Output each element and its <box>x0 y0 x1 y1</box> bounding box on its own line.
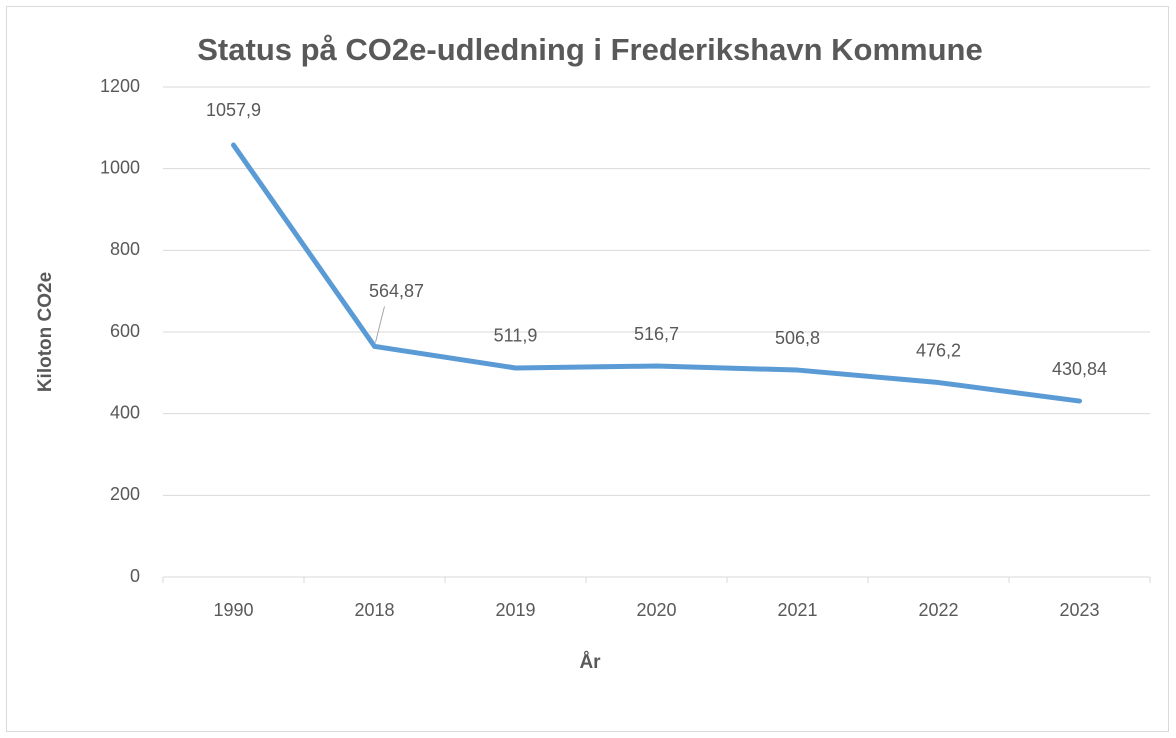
x-tick-label: 2021 <box>777 600 817 620</box>
y-tick-label: 1200 <box>100 76 140 96</box>
y-tick-label: 800 <box>110 239 140 259</box>
data-label: 476,2 <box>916 340 961 360</box>
x-tick-label: 2023 <box>1059 600 1099 620</box>
x-axis-title: År <box>579 652 601 673</box>
data-label: 564,87 <box>369 281 424 301</box>
y-tick-label: 200 <box>110 484 140 504</box>
x-tick-label: 2018 <box>354 600 394 620</box>
y-tick-label: 600 <box>110 321 140 341</box>
data-label: 511,9 <box>494 326 538 346</box>
y-axis-title: Kiloton CO2e <box>35 272 56 392</box>
x-tick-label: 2019 <box>495 600 535 620</box>
leader-line <box>375 306 385 343</box>
x-tick-label: 1990 <box>213 600 253 620</box>
data-label: 1057,9 <box>206 100 261 120</box>
data-label: 516,7 <box>634 324 679 344</box>
y-tick-label: 1000 <box>100 157 140 177</box>
x-tick-label: 2022 <box>918 600 958 620</box>
data-label: 506,8 <box>775 328 820 348</box>
y-tick-label: 0 <box>130 566 140 586</box>
series-line <box>231 142 1082 404</box>
x-tick-label: 2020 <box>636 600 676 620</box>
y-tick-label: 400 <box>110 402 140 422</box>
chart-title: Status på CO2e-udledning i Frederikshavn… <box>197 32 982 67</box>
data-label: 430,84 <box>1052 359 1107 379</box>
